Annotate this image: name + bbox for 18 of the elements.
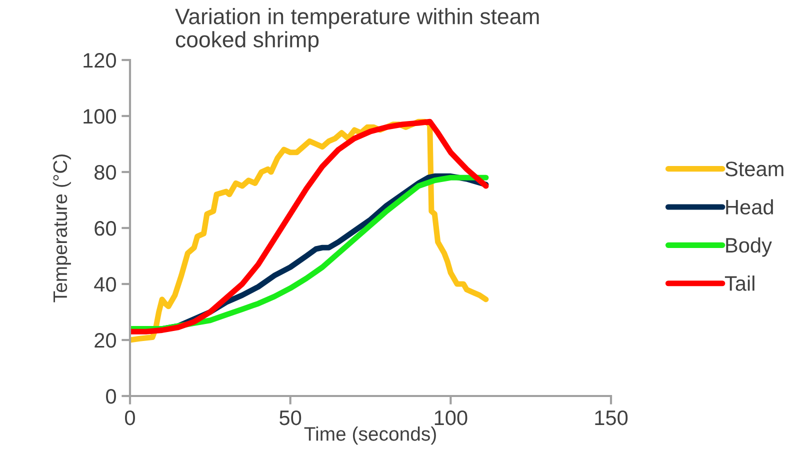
- x-tick-label: 50: [280, 410, 302, 426]
- y-tick-label: 100: [84, 109, 116, 124]
- y-axis-title: Temperature (°C): [52, 154, 71, 302]
- chart-title: Variation in temperature within steam cooked shrimp: [175, 8, 539, 52]
- legend-label: Head: [726, 199, 773, 215]
- x-tick-label: 100: [434, 410, 468, 426]
- legend-label: Body: [726, 237, 772, 257]
- y-tick-label: 20: [94, 333, 116, 348]
- y-tick-label: 80: [94, 165, 116, 180]
- x-axis-title: Time (seconds): [304, 426, 436, 445]
- legend-label: Tail: [724, 276, 754, 291]
- legend-label: Steam: [725, 162, 784, 176]
- x-tick-label: 150: [595, 410, 628, 426]
- y-tick-label: 0: [106, 389, 116, 404]
- y-tick-label: 40: [94, 277, 116, 292]
- y-tick-label: 60: [94, 221, 116, 236]
- y-tick-label: 120: [84, 53, 116, 68]
- x-tick-label: 0: [125, 410, 135, 426]
